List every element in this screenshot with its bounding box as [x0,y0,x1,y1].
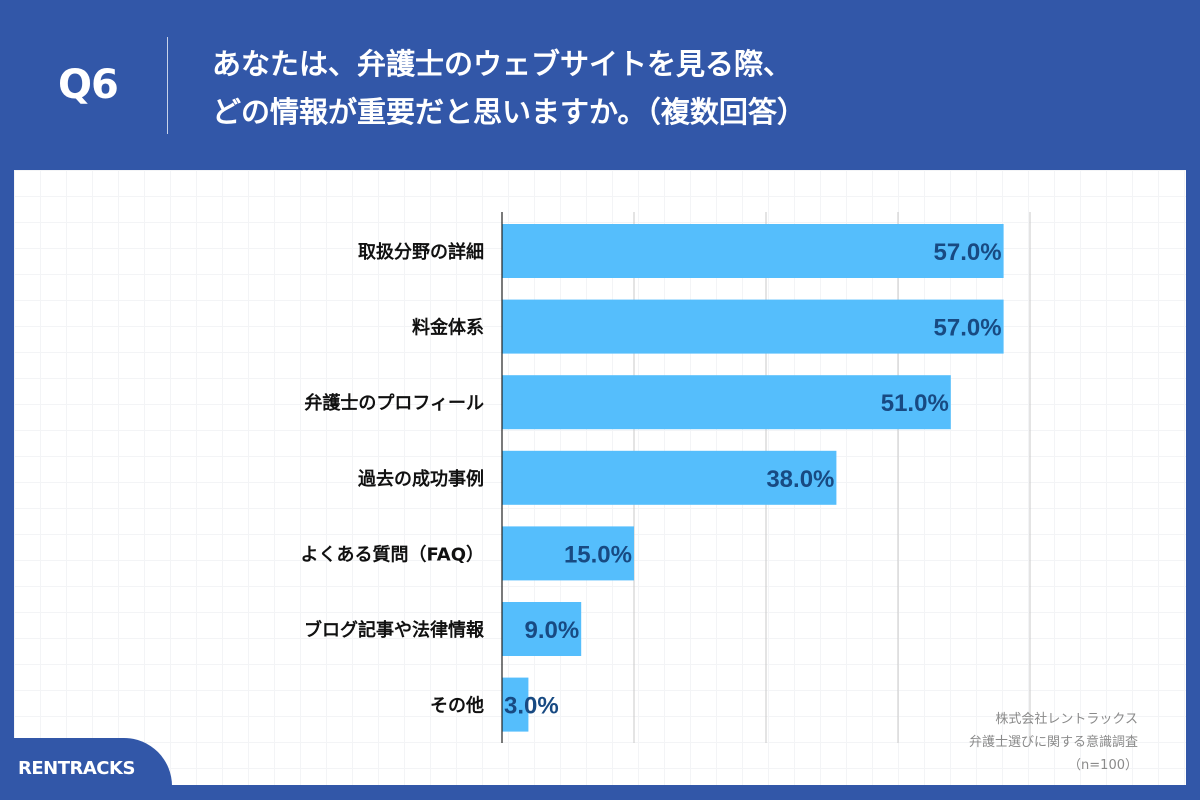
bar [502,299,1004,354]
bar [502,526,634,581]
category-label: ブログ記事や法律情報 [304,619,485,641]
category-label: よくある質問（FAQ） [301,543,484,565]
question-number: Q6 [58,62,119,108]
data-label: 38.0% [766,466,834,493]
category-label: 弁護士のプロフィール [304,392,484,414]
bar [502,602,582,656]
logo-tab: RENTRACKS [0,738,172,800]
data-label: 3.0% [504,693,559,720]
bar [502,677,529,732]
bar [502,450,837,505]
sample-size: （n=100） [1068,758,1138,773]
data-label: 51.0% [881,390,949,417]
question-title: あなたは、弁護士のウェブサイトを見る際、 どの情報が重要だと思いますか。（複数回… [212,40,806,136]
data-label: 57.0% [934,239,1002,266]
category-label: 料金体系 [412,317,484,339]
source-company: 株式会社レントラックス [995,712,1138,727]
data-label: 57.0% [934,315,1002,342]
source-note: 株式会社レントラックス 弁護士選びに関する意識調査 （n=100） [969,708,1138,777]
logo: RENTRACKS [18,758,135,779]
data-label: 15.0% [564,541,632,568]
bar [502,375,951,430]
data-label: 9.0% [524,617,579,644]
category-label: その他 [430,695,484,717]
bar [502,224,1004,278]
source-survey: 弁護士選びに関する意識調査 [968,735,1138,750]
category-label: 取扱分野の詳細 [358,241,484,263]
category-label: 過去の成功事例 [358,468,484,490]
title-line-2: どの情報が重要だと思いますか。（複数回答） [212,95,806,129]
header-divider [167,37,168,134]
title-line-1: あなたは、弁護士のウェブサイトを見る際、 [212,47,793,81]
